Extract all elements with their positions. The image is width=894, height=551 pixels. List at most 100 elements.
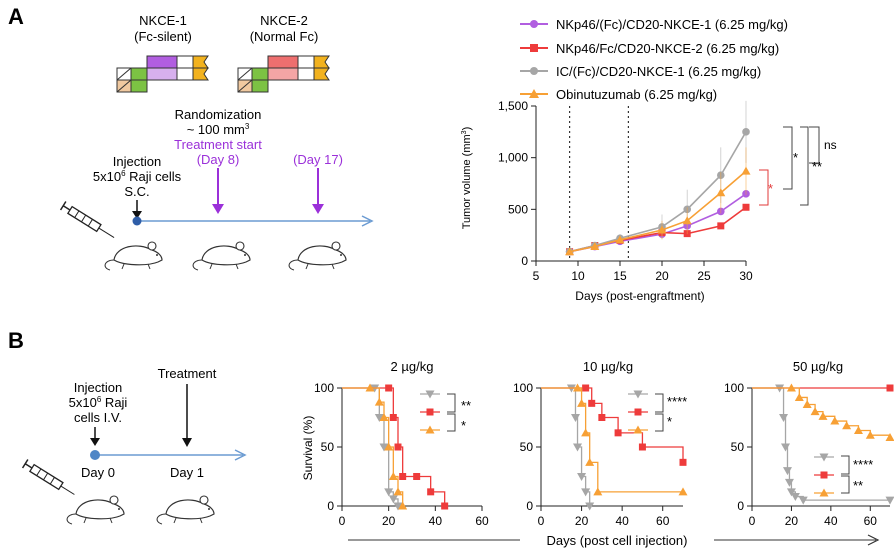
survival-point-ic — [379, 443, 389, 452]
survival-point-ic — [779, 414, 789, 422]
survival-point-obinutuzumab — [374, 397, 384, 406]
legend-obinutuzumab: Obinutuzumab (6.25 mg/kg) — [520, 87, 717, 102]
sig-b2-b: * — [667, 414, 672, 429]
survival-point-ic — [577, 473, 587, 481]
survival-point-obinutuzumab — [842, 421, 852, 430]
survival-chart-10ug: 0 50 100 0 20 40 60 — [513, 381, 688, 528]
survival-point-nkce2 — [886, 384, 894, 392]
survival-point-obinutuzumab — [802, 400, 812, 409]
survival-point-obinutuzumab — [573, 383, 583, 392]
sig-b3-a: **** — [853, 457, 873, 472]
tumor-volume-chart: 0 500 1,000 1,500 5 10 15 20 25 30 — [498, 99, 753, 283]
legend-ic: IC/(Fc)/CD20-NKCE-1 (6.25 mg/kg) — [520, 64, 761, 79]
legend-obinutuzumab-label: Obinutuzumab (6.25 mg/kg) — [556, 87, 717, 102]
injection-b-label: Injection — [74, 380, 122, 395]
data-point-obinutuzumab — [657, 225, 667, 234]
mouse-a1-icon — [104, 241, 163, 271]
survival-point-nkce2 — [638, 443, 646, 451]
legend-nkce2: NKp46/Fc/CD20-NKCE-2 (6.25 mg/kg) — [520, 41, 779, 56]
survival-point-nkce2 — [614, 429, 622, 437]
data-point-obinutuzumab — [716, 188, 726, 197]
x-tick-label: 0 — [538, 514, 545, 528]
treatment-arrow — [182, 384, 192, 447]
survival-point-obinutuzumab — [830, 416, 840, 425]
y-tick-label: 100 — [314, 381, 334, 395]
mouse-a3-icon — [288, 241, 347, 271]
y-tick-label: 0 — [526, 499, 533, 513]
panel-a-letter: A — [8, 4, 24, 29]
data-point-nkce2 — [717, 222, 725, 230]
survival-title-2ug: 2 µg/kg — [391, 359, 434, 374]
syringe-b-icon — [21, 459, 75, 495]
sig-b2-a: **** — [667, 394, 687, 409]
x-tick-label: 10 — [571, 269, 585, 283]
survival-chart-50ug: 0 50 100 0 20 40 60 — [724, 381, 894, 528]
x-tick-label: 0 — [749, 514, 756, 528]
data-point-obinutuzumab — [682, 216, 692, 225]
survival-point-nkce2 — [427, 488, 435, 496]
legend-nkce1-label: NKp46/(Fc)/CD20-NKCE-1 (6.25 mg/kg) — [556, 17, 788, 32]
y-tick-label: 0 — [327, 499, 334, 513]
legend-marker-ic — [819, 453, 829, 462]
survival-point-nkce2 — [582, 384, 590, 392]
survival-point-obinutuzumab — [398, 501, 408, 510]
survival-point-ic — [782, 467, 792, 476]
survival-point-ic — [790, 493, 800, 502]
survival-ylabel: Survival (%) — [301, 416, 315, 481]
legend-marker-nkce2 — [426, 408, 434, 416]
y-tick-label: 0 — [521, 254, 528, 268]
survival-point-obinutuzumab — [885, 433, 894, 442]
data-point-nkce2 — [742, 203, 750, 211]
survival-point-ic — [798, 496, 808, 505]
injection-b-cells: 5x106 Raji — [69, 395, 128, 410]
survival-title-50ug: 50 µg/kg — [793, 359, 843, 374]
survival-point-obinutuzumab — [865, 430, 875, 439]
x-tick-label: 40 — [429, 514, 443, 528]
sig-brackets-b1: ** * — [447, 393, 471, 433]
survival-point-ic — [393, 502, 403, 511]
y-tick-label: 50 — [520, 440, 534, 454]
survival-point-obinutuzumab — [794, 392, 804, 401]
legend-a: NKp46/(Fc)/CD20-NKCE-1 (6.25 mg/kg) NKp4… — [520, 17, 788, 102]
survival-step-obinutuzumab — [541, 387, 683, 493]
survival-point-nkce2 — [679, 458, 687, 466]
x-tick-label: 20 — [382, 514, 396, 528]
treatment-label: Treatment — [158, 366, 217, 381]
nkce2-title: NKCE-2 — [260, 13, 308, 28]
nkce2-subtitle: (Normal Fc) — [250, 29, 319, 44]
day8-label: (Day 8) — [197, 152, 240, 167]
y-tick-label: 50 — [731, 440, 745, 454]
sig-a-2star: ** — [812, 159, 822, 174]
x-tick-label: 60 — [475, 514, 489, 528]
survival-point-ic — [585, 502, 595, 511]
mouse-b2-icon — [156, 495, 215, 525]
day0-label: Day 0 — [81, 465, 115, 480]
injection-a-route: S.C. — [124, 184, 149, 199]
x-tick-label: 25 — [697, 269, 711, 283]
day1-label: Day 1 — [170, 465, 204, 480]
survival-point-ic — [374, 414, 384, 422]
mouse-a2-icon — [192, 241, 251, 271]
survival-point-obinutuzumab — [810, 407, 820, 416]
survival-point-ic — [388, 495, 398, 504]
sig-a-ns: ns — [824, 138, 837, 152]
tumor-ylabel: Tumor volume (mm3) — [461, 127, 473, 230]
survival-point-obinutuzumab — [593, 487, 603, 496]
sig-a-red-star: * — [768, 181, 773, 196]
legend-ic-label: IC/(Fc)/CD20-NKCE-1 (6.25 mg/kg) — [556, 64, 761, 79]
y-tick-label: 1,000 — [498, 151, 528, 165]
legend-marker-nkce2 — [820, 471, 828, 479]
y-tick-label: 500 — [508, 202, 528, 216]
survival-point-obinutuzumab — [585, 457, 595, 466]
sig-brackets-b2: **** * — [655, 393, 687, 432]
survival-point-obinutuzumab — [388, 472, 398, 480]
survival-point-obinutuzumab — [678, 487, 688, 496]
timeline-a — [132, 215, 374, 227]
survival-point-ic — [581, 488, 591, 497]
x-tick-label: 60 — [656, 514, 670, 528]
sig-b3-b: ** — [853, 478, 863, 493]
x-tick-label: 15 — [613, 269, 627, 283]
data-point-obinutuzumab — [590, 242, 600, 251]
